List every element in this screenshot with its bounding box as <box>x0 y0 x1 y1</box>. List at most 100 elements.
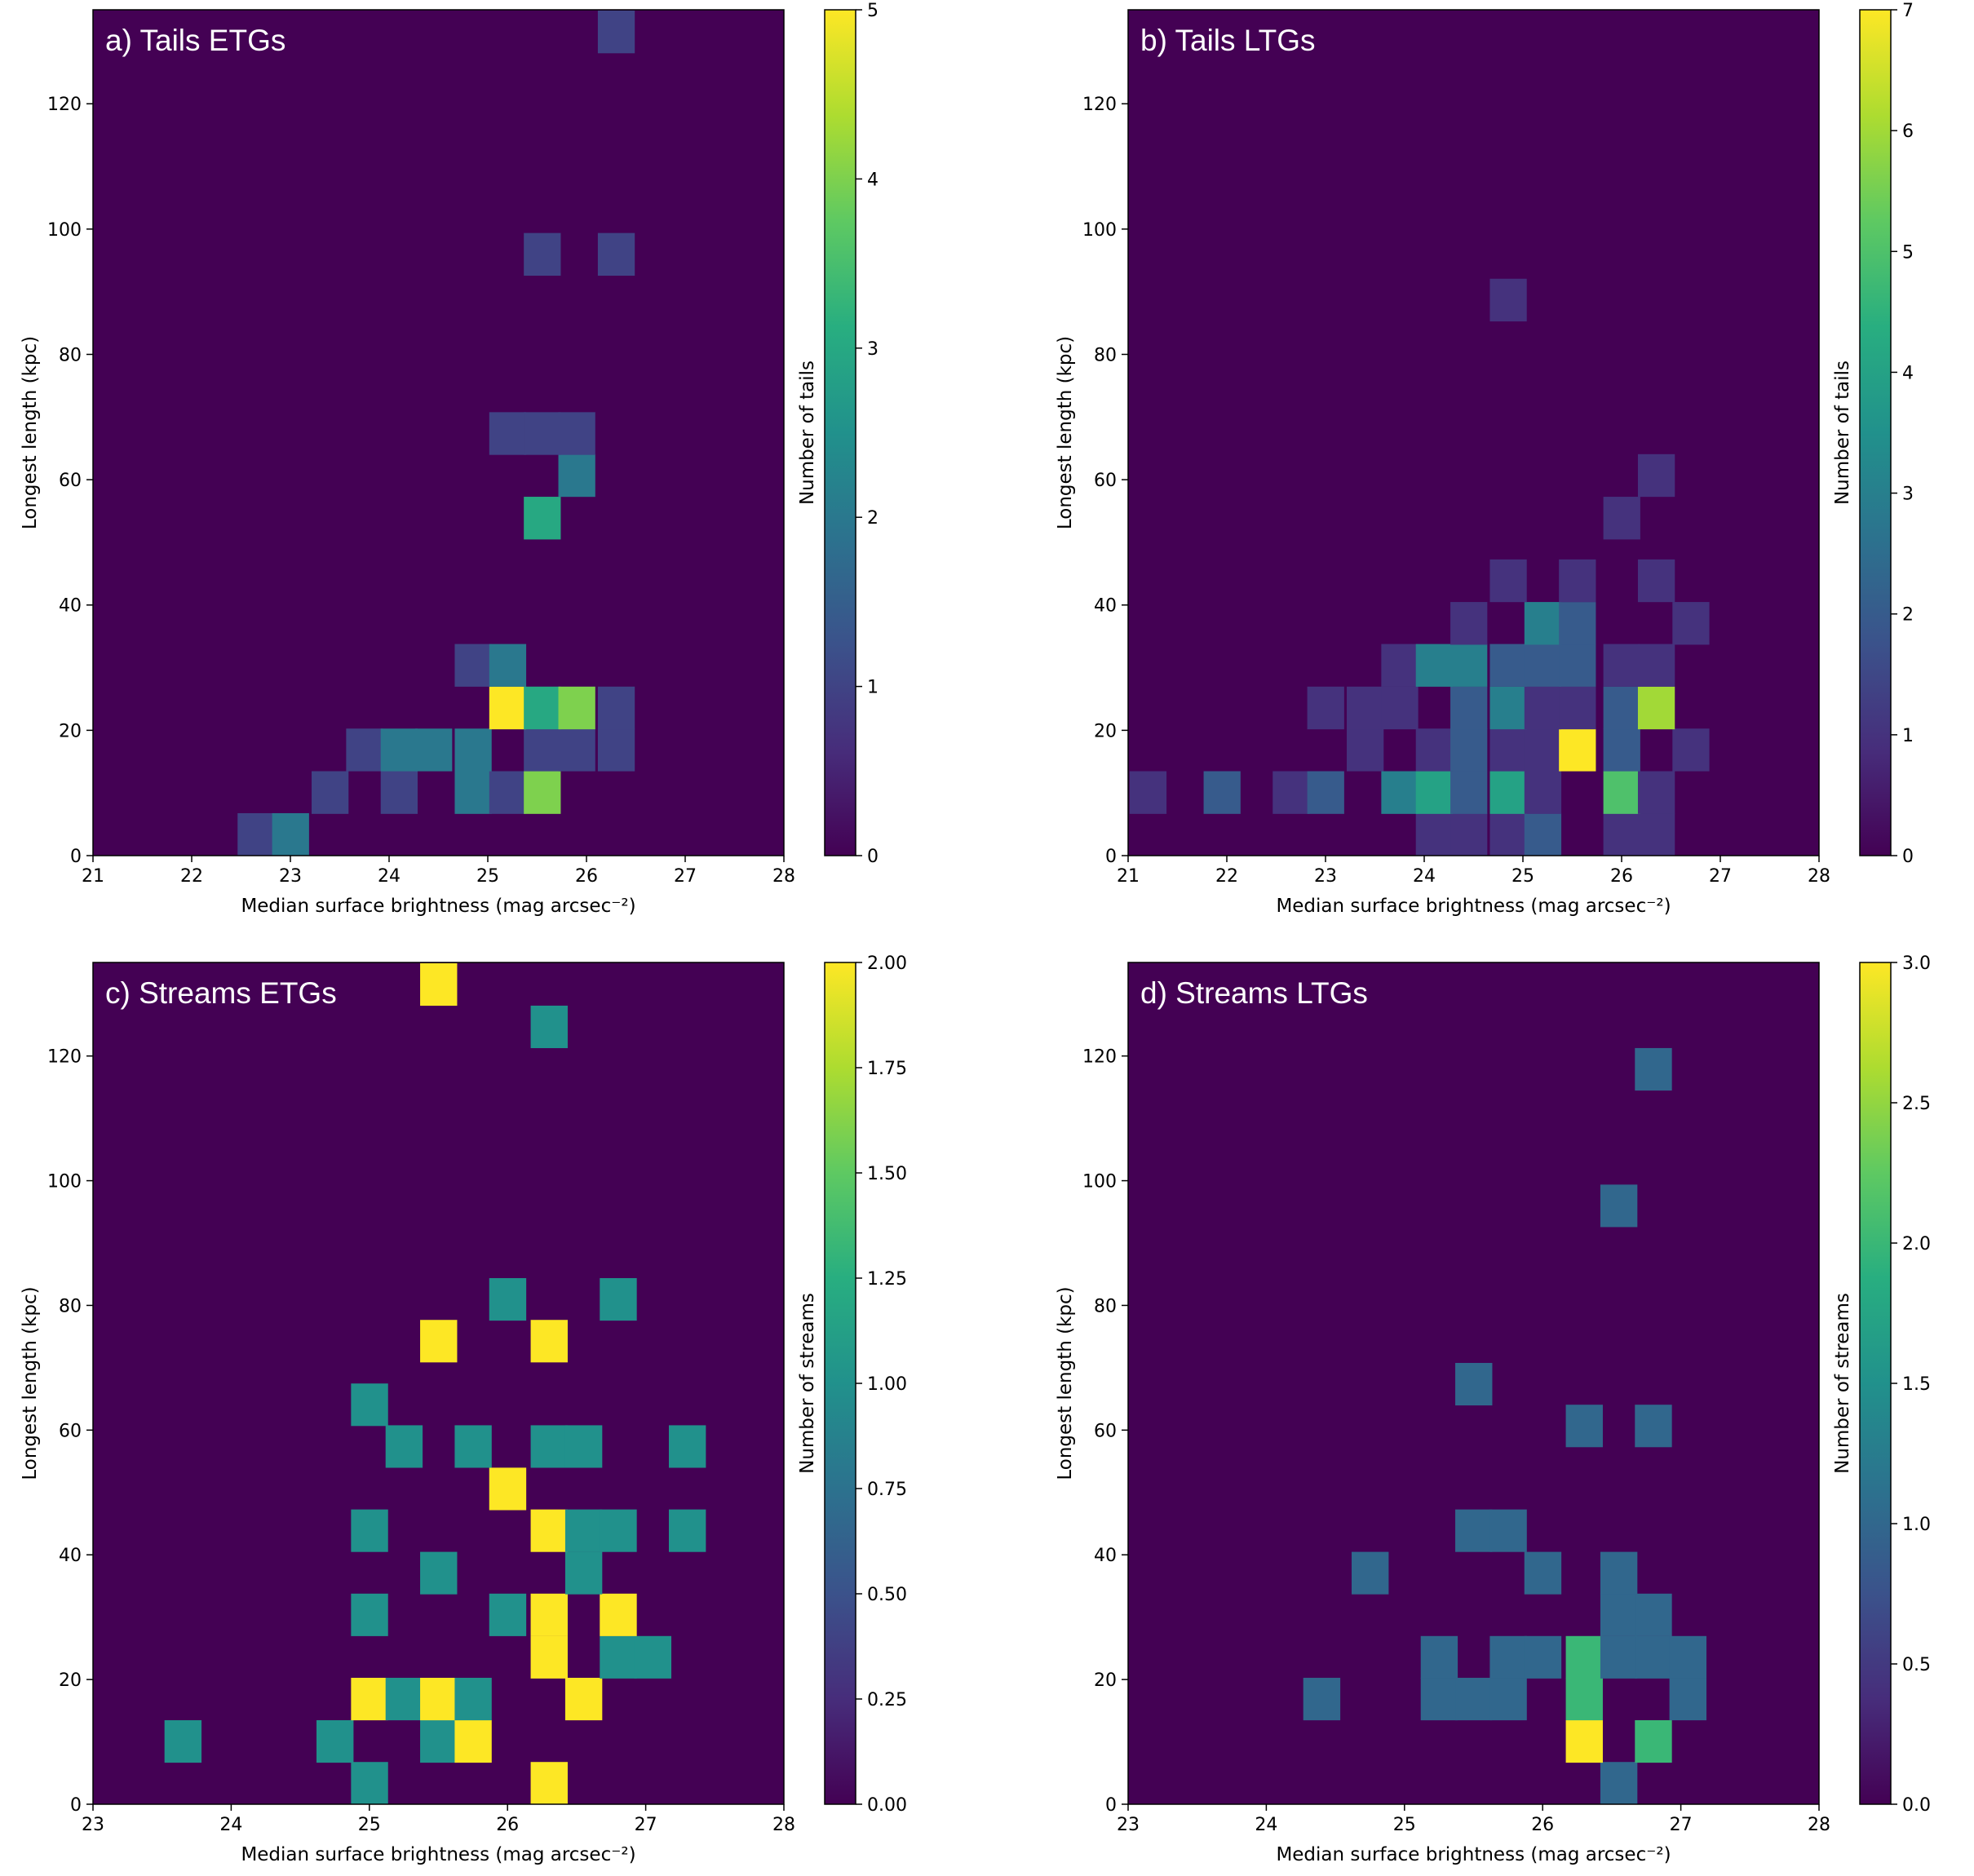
heatmap-cell <box>1381 686 1419 730</box>
heatmap-cell <box>1489 812 1527 856</box>
heatmap-cell <box>1559 559 1596 603</box>
colorbar-tick-label: 4 <box>867 170 879 190</box>
heatmap-cell <box>597 232 635 277</box>
heatmap-cell <box>1600 1762 1638 1805</box>
colorbar-tick-label: 0.75 <box>867 1480 907 1500</box>
heatmap-cell <box>1637 686 1675 730</box>
heatmap-cell <box>385 1425 423 1468</box>
heatmap-cell <box>1203 771 1241 814</box>
colorbar-tick-label: 6 <box>1902 122 1914 142</box>
heatmap-cell <box>524 771 561 814</box>
heatmap-cell <box>1603 686 1640 730</box>
y-tick-label: 120 <box>1082 1047 1117 1068</box>
heatmap-cell <box>1420 1635 1458 1679</box>
colorbar-tick-label: 5 <box>867 1 879 21</box>
colorbar-label: Number of streams <box>797 1293 818 1474</box>
heatmap-cell <box>1565 1678 1603 1721</box>
colorbar-tick-label: 2.00 <box>867 953 907 974</box>
heatmap-cell <box>530 1762 568 1805</box>
heatmap-cell <box>558 686 595 730</box>
y-axis-label: Longest length (kpc) <box>20 1286 41 1480</box>
y-tick-label: 100 <box>47 1172 82 1192</box>
heatmap-cell <box>1559 686 1596 730</box>
y-tick-label: 60 <box>59 1421 82 1441</box>
heatmap-cell <box>1565 1719 1603 1763</box>
heatmap-cell <box>454 771 492 814</box>
heatmap-cell <box>1559 728 1596 772</box>
heatmap-cell <box>1524 771 1562 814</box>
x-axis-label: Median surface brightness (mag arcsec⁻²) <box>241 896 635 917</box>
heatmap-cell <box>272 812 309 856</box>
panel-title: a) Tails ETGs <box>105 24 285 57</box>
heatmap-cell <box>1415 728 1453 772</box>
heatmap-cell <box>1489 644 1527 687</box>
heatmap-cell <box>1672 728 1710 772</box>
heatmap-cell <box>1559 602 1596 645</box>
heatmap-cell <box>1524 728 1562 772</box>
colorbar-tick-label: 0.50 <box>867 1585 907 1605</box>
heatmap-cell <box>454 1678 492 1721</box>
heatmap-cell <box>1603 812 1640 856</box>
colorbar-tick-label: 1.75 <box>867 1059 907 1079</box>
heatmap-cell <box>1637 454 1675 498</box>
colorbar <box>1859 962 1892 1805</box>
heatmap-cell <box>351 1593 388 1636</box>
y-tick-label: 20 <box>59 721 82 741</box>
x-tick-label: 25 <box>358 1815 381 1835</box>
y-tick-label: 80 <box>1094 1296 1117 1316</box>
colorbar-tick-label: 1 <box>1902 726 1914 746</box>
y-tick-label: 60 <box>1094 471 1117 491</box>
heatmap-cell <box>597 686 635 730</box>
heatmap-cell <box>524 686 561 730</box>
heatmap-cell <box>1489 1678 1527 1721</box>
heatmap-cell <box>558 454 595 498</box>
heatmap-cell <box>1303 1678 1341 1721</box>
heatmap-cell <box>489 1467 527 1511</box>
colorbar-tick-label: 0.0 <box>1902 1795 1931 1816</box>
heatmap-cell <box>1347 728 1384 772</box>
heatmap-cell <box>564 1425 603 1468</box>
heatmap-cell <box>1489 771 1527 814</box>
heatmap-cell <box>454 644 492 687</box>
colorbar-label: Number of tails <box>1832 361 1853 505</box>
colorbar-tick-label: 1.5 <box>1902 1374 1931 1395</box>
plot-frame <box>92 962 785 1805</box>
heatmap-cell <box>524 497 561 540</box>
heatmap-cell <box>420 1320 458 1363</box>
heatmap-cell <box>1489 1509 1527 1552</box>
colorbar-tick-label: 1.0 <box>1902 1515 1931 1535</box>
heatmap-cell <box>597 10 635 54</box>
heatmap-cell <box>564 1678 603 1721</box>
heatmap-cell <box>1603 644 1640 687</box>
x-axis-label: Median surface brightness (mag arcsec⁻²) <box>1276 896 1671 917</box>
x-tick-label: 26 <box>1531 1815 1554 1835</box>
heatmap-cell <box>530 1509 568 1552</box>
colorbar <box>824 9 856 856</box>
heatmap-cell <box>1307 771 1344 814</box>
colorbar-tick-label: 0.00 <box>867 1795 907 1816</box>
x-tick-label: 28 <box>1808 866 1830 887</box>
heatmap-cell <box>489 644 527 687</box>
y-tick-label: 20 <box>59 1670 82 1691</box>
colorbar-tick-label: 1 <box>867 678 879 698</box>
heatmap-cell <box>1559 644 1596 687</box>
heatmap-cell <box>600 1593 637 1636</box>
heatmap-cell <box>1450 812 1488 856</box>
y-tick-label: 40 <box>59 596 82 617</box>
heatmap-cell <box>1600 1184 1638 1228</box>
heatmap-cell <box>1600 1635 1638 1679</box>
heatmap-cell <box>1600 1593 1638 1636</box>
x-tick-label: 21 <box>82 866 104 887</box>
heatmap-cell <box>380 728 418 772</box>
heatmap-cell <box>558 728 595 772</box>
colorbar-tick-label: 3 <box>1902 484 1914 505</box>
heatmap-cell <box>530 1005 568 1049</box>
colorbar-label: Number of streams <box>1832 1293 1853 1474</box>
heatmap-cell <box>316 1719 354 1763</box>
x-axis-label: Median surface brightness (mag arcsec⁻²) <box>1276 1844 1671 1865</box>
heatmap-cell <box>1307 686 1344 730</box>
heatmap-cell <box>1489 686 1527 730</box>
heatmap-cell <box>237 812 275 856</box>
heatmap-cell <box>524 412 561 455</box>
